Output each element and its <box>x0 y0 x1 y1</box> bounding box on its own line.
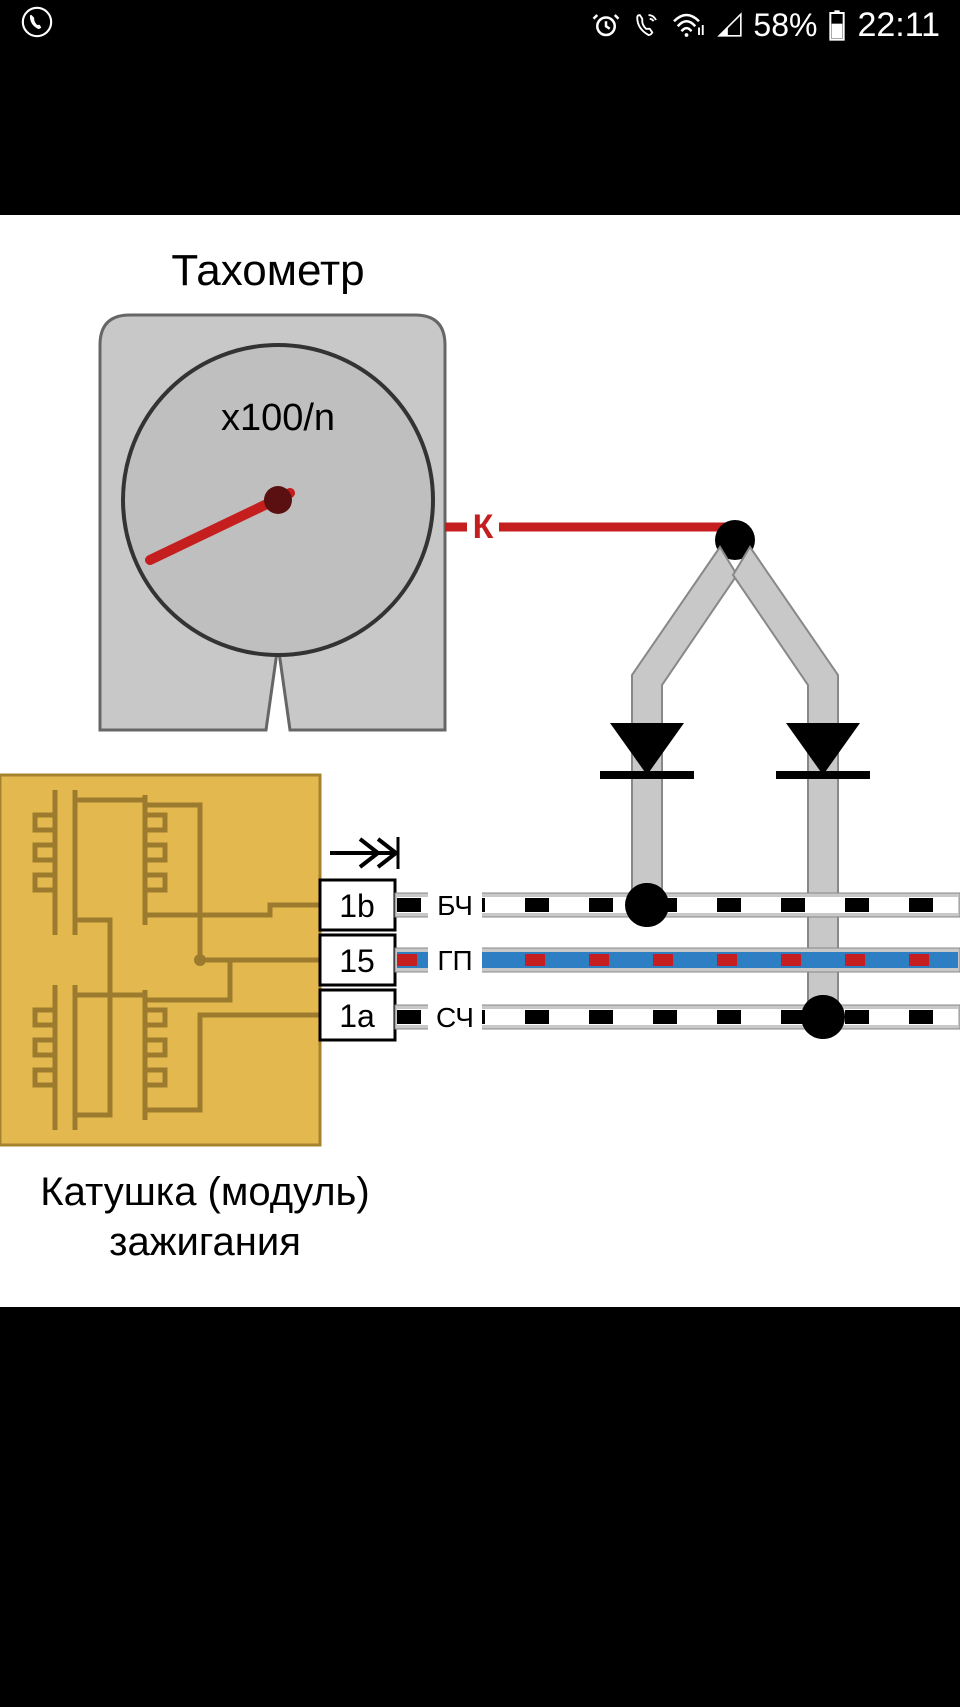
gauge-label: x100/n <box>221 397 335 439</box>
title-coil-line1: Катушка (модуль) <box>40 1170 369 1214</box>
status-bar: 58% 22:11 <box>0 0 960 50</box>
status-left-icons <box>20 5 54 46</box>
diode-left <box>600 723 694 775</box>
wifi-icon <box>671 10 707 40</box>
wire-1b: БЧ <box>395 889 960 921</box>
title-tachometer: Тахометр <box>171 246 364 295</box>
ground-arrow <box>330 837 398 869</box>
wiring-diagram: x100/n К <box>0 215 960 1307</box>
wire-1a: СЧ <box>395 1001 960 1033</box>
wire-k: К <box>445 508 755 560</box>
terminal-block: 1b 15 1a <box>320 880 395 1040</box>
wire-1a-label: СЧ <box>436 1002 474 1033</box>
wire-15-label: ГП <box>437 945 472 976</box>
wire-k-label: К <box>473 508 494 546</box>
battery-icon <box>827 9 847 41</box>
status-time: 22:11 <box>857 6 940 45</box>
phone-wifi-icon <box>631 10 661 40</box>
title-coil-line2: зажигания <box>109 1220 301 1264</box>
alarm-icon <box>591 10 621 40</box>
wire-15: ГП <box>395 944 960 976</box>
viber-icon <box>20 5 54 39</box>
wire-1b-label: БЧ <box>437 890 473 921</box>
signal-icon <box>717 12 743 38</box>
ignition-coil-module <box>0 775 320 1145</box>
diode-right <box>776 723 870 775</box>
battery-pct: 58% <box>753 7 817 44</box>
terminal-15: 15 <box>339 943 375 979</box>
terminal-1b: 1b <box>339 888 375 924</box>
tachometer-gauge: x100/n <box>100 315 445 730</box>
terminal-1a: 1a <box>339 998 375 1034</box>
